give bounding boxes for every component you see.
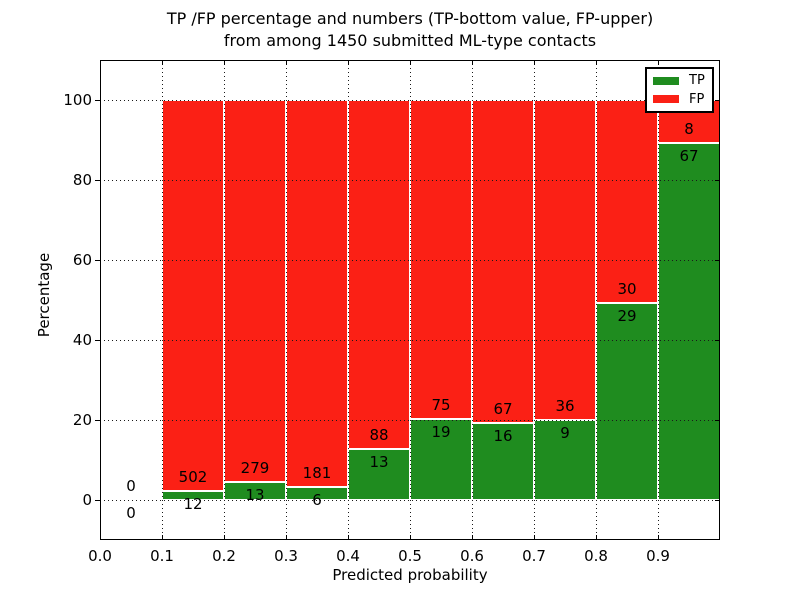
y-tick-mark: [715, 340, 720, 341]
bar-fp-count-label: 181: [302, 464, 332, 483]
y-tick-label: 20: [72, 411, 92, 429]
bar-tp-count-label: 67: [679, 146, 699, 165]
x-tick-mark: [348, 535, 349, 540]
bar-tp-count-label: 19: [431, 423, 451, 442]
y-tick-label: 80: [72, 171, 92, 189]
bar-tp-count-label: 0: [126, 504, 136, 522]
x-tick-mark: [162, 535, 163, 540]
x-tick-mark: [100, 535, 101, 540]
gridline-vertical: [286, 60, 287, 540]
legend-item-fp: FP: [647, 93, 712, 106]
x-tick-label: 0.0: [88, 547, 112, 565]
y-tick-mark: [715, 500, 720, 501]
bar-fp-count-label: 36: [555, 397, 575, 415]
x-tick-label: 0.7: [522, 547, 546, 565]
gridline-vertical: [162, 60, 163, 540]
x-tick-mark: [658, 60, 659, 65]
bar-tp-segment: [658, 142, 720, 500]
x-tick-mark: [224, 535, 225, 540]
bar-fp-count-label: 75: [431, 396, 451, 415]
x-tick-mark: [658, 535, 659, 540]
x-tick-mark: [224, 60, 225, 65]
legend-item-tp: TP: [647, 74, 712, 87]
bar-fp-count-label: 279: [240, 459, 270, 478]
chart-title: TP /FP percentage and numbers (TP-bottom…: [100, 8, 720, 52]
x-tick-label: 0.5: [398, 547, 422, 565]
x-tick-mark: [410, 60, 411, 65]
gridline-vertical: [534, 60, 535, 540]
x-tick-mark: [410, 535, 411, 540]
legend-label-tp: TP: [689, 73, 705, 89]
y-tick-mark: [95, 420, 100, 421]
bar-tp-count-label: 13: [245, 486, 265, 505]
bar-tp-segment: [596, 303, 658, 500]
y-tick-label: 40: [72, 331, 92, 349]
y-tick-mark: [95, 340, 100, 341]
bar-tp-count-label: 13: [369, 452, 389, 471]
bar-fp-segment: [472, 100, 534, 423]
y-tick-label: 60: [72, 251, 92, 269]
y-tick-mark: [715, 420, 720, 421]
x-tick-label: 0.9: [646, 547, 670, 565]
bar-fp-count-label: 0: [126, 477, 136, 495]
chart-title-line2: from among 1450 submitted ML-type contac…: [223, 31, 597, 50]
x-tick-mark: [286, 535, 287, 540]
legend: TP FP: [645, 67, 714, 113]
bar-fp-segment: [596, 100, 658, 304]
x-tick-mark: [596, 535, 597, 540]
y-tick-mark: [715, 260, 720, 261]
y-tick-mark: [715, 100, 720, 101]
gridline-vertical: [348, 60, 349, 540]
y-tick-label: 0: [82, 491, 92, 509]
bar-tp-count-label: 16: [493, 426, 513, 445]
y-tick-mark: [95, 100, 100, 101]
gridline-vertical: [658, 60, 659, 540]
bar-fp-segment: [286, 100, 348, 488]
gridline-vertical: [472, 60, 473, 540]
bar-fp-segment: [162, 100, 224, 491]
x-tick-mark: [348, 60, 349, 65]
y-tick-mark: [715, 180, 720, 181]
x-axis-label: Predicted probability: [332, 566, 488, 584]
bar-fp-count-label: 502: [178, 467, 208, 486]
bar-fp-segment: [224, 100, 286, 483]
x-tick-label: 0.8: [584, 547, 608, 565]
x-tick-mark: [596, 60, 597, 65]
x-tick-mark: [472, 535, 473, 540]
gridline-vertical: [224, 60, 225, 540]
x-tick-label: 0.4: [336, 547, 360, 565]
x-tick-mark: [534, 535, 535, 540]
bar-tp-count-label: 29: [617, 307, 637, 326]
bar-fp-count-label: 88: [369, 425, 389, 444]
x-tick-mark: [100, 60, 101, 65]
x-tick-label: 0.2: [212, 547, 236, 565]
bar-fp-segment: [348, 100, 410, 449]
gridline-vertical: [596, 60, 597, 540]
bar-tp-count-label: 12: [183, 494, 203, 513]
x-tick-mark: [534, 60, 535, 65]
x-tick-label: 0.6: [460, 547, 484, 565]
bar-tp-count-label: 6: [312, 491, 322, 510]
y-tick-label: 100: [63, 91, 92, 109]
x-tick-mark: [286, 60, 287, 65]
bar-fp-count-label: 67: [493, 399, 513, 418]
y-tick-mark: [95, 180, 100, 181]
chart-title-line1: TP /FP percentage and numbers (TP-bottom…: [166, 9, 654, 28]
y-tick-mark: [95, 500, 100, 501]
bar-tp-segment: [348, 448, 410, 500]
y-tick-mark: [95, 260, 100, 261]
legend-label-fp: FP: [689, 91, 705, 107]
bar-fp-count-label: 30: [617, 280, 637, 299]
bar-tp-count-label: 9: [560, 424, 570, 442]
legend-swatch-fp: [653, 95, 679, 104]
legend-swatch-tp: [653, 76, 679, 85]
x-tick-mark: [162, 60, 163, 65]
gridline-vertical: [410, 60, 411, 540]
x-tick-mark: [472, 60, 473, 65]
bar-fp-count-label: 8: [684, 119, 694, 138]
x-tick-label: 0.1: [150, 547, 174, 565]
x-tick-label: 0.3: [274, 547, 298, 565]
